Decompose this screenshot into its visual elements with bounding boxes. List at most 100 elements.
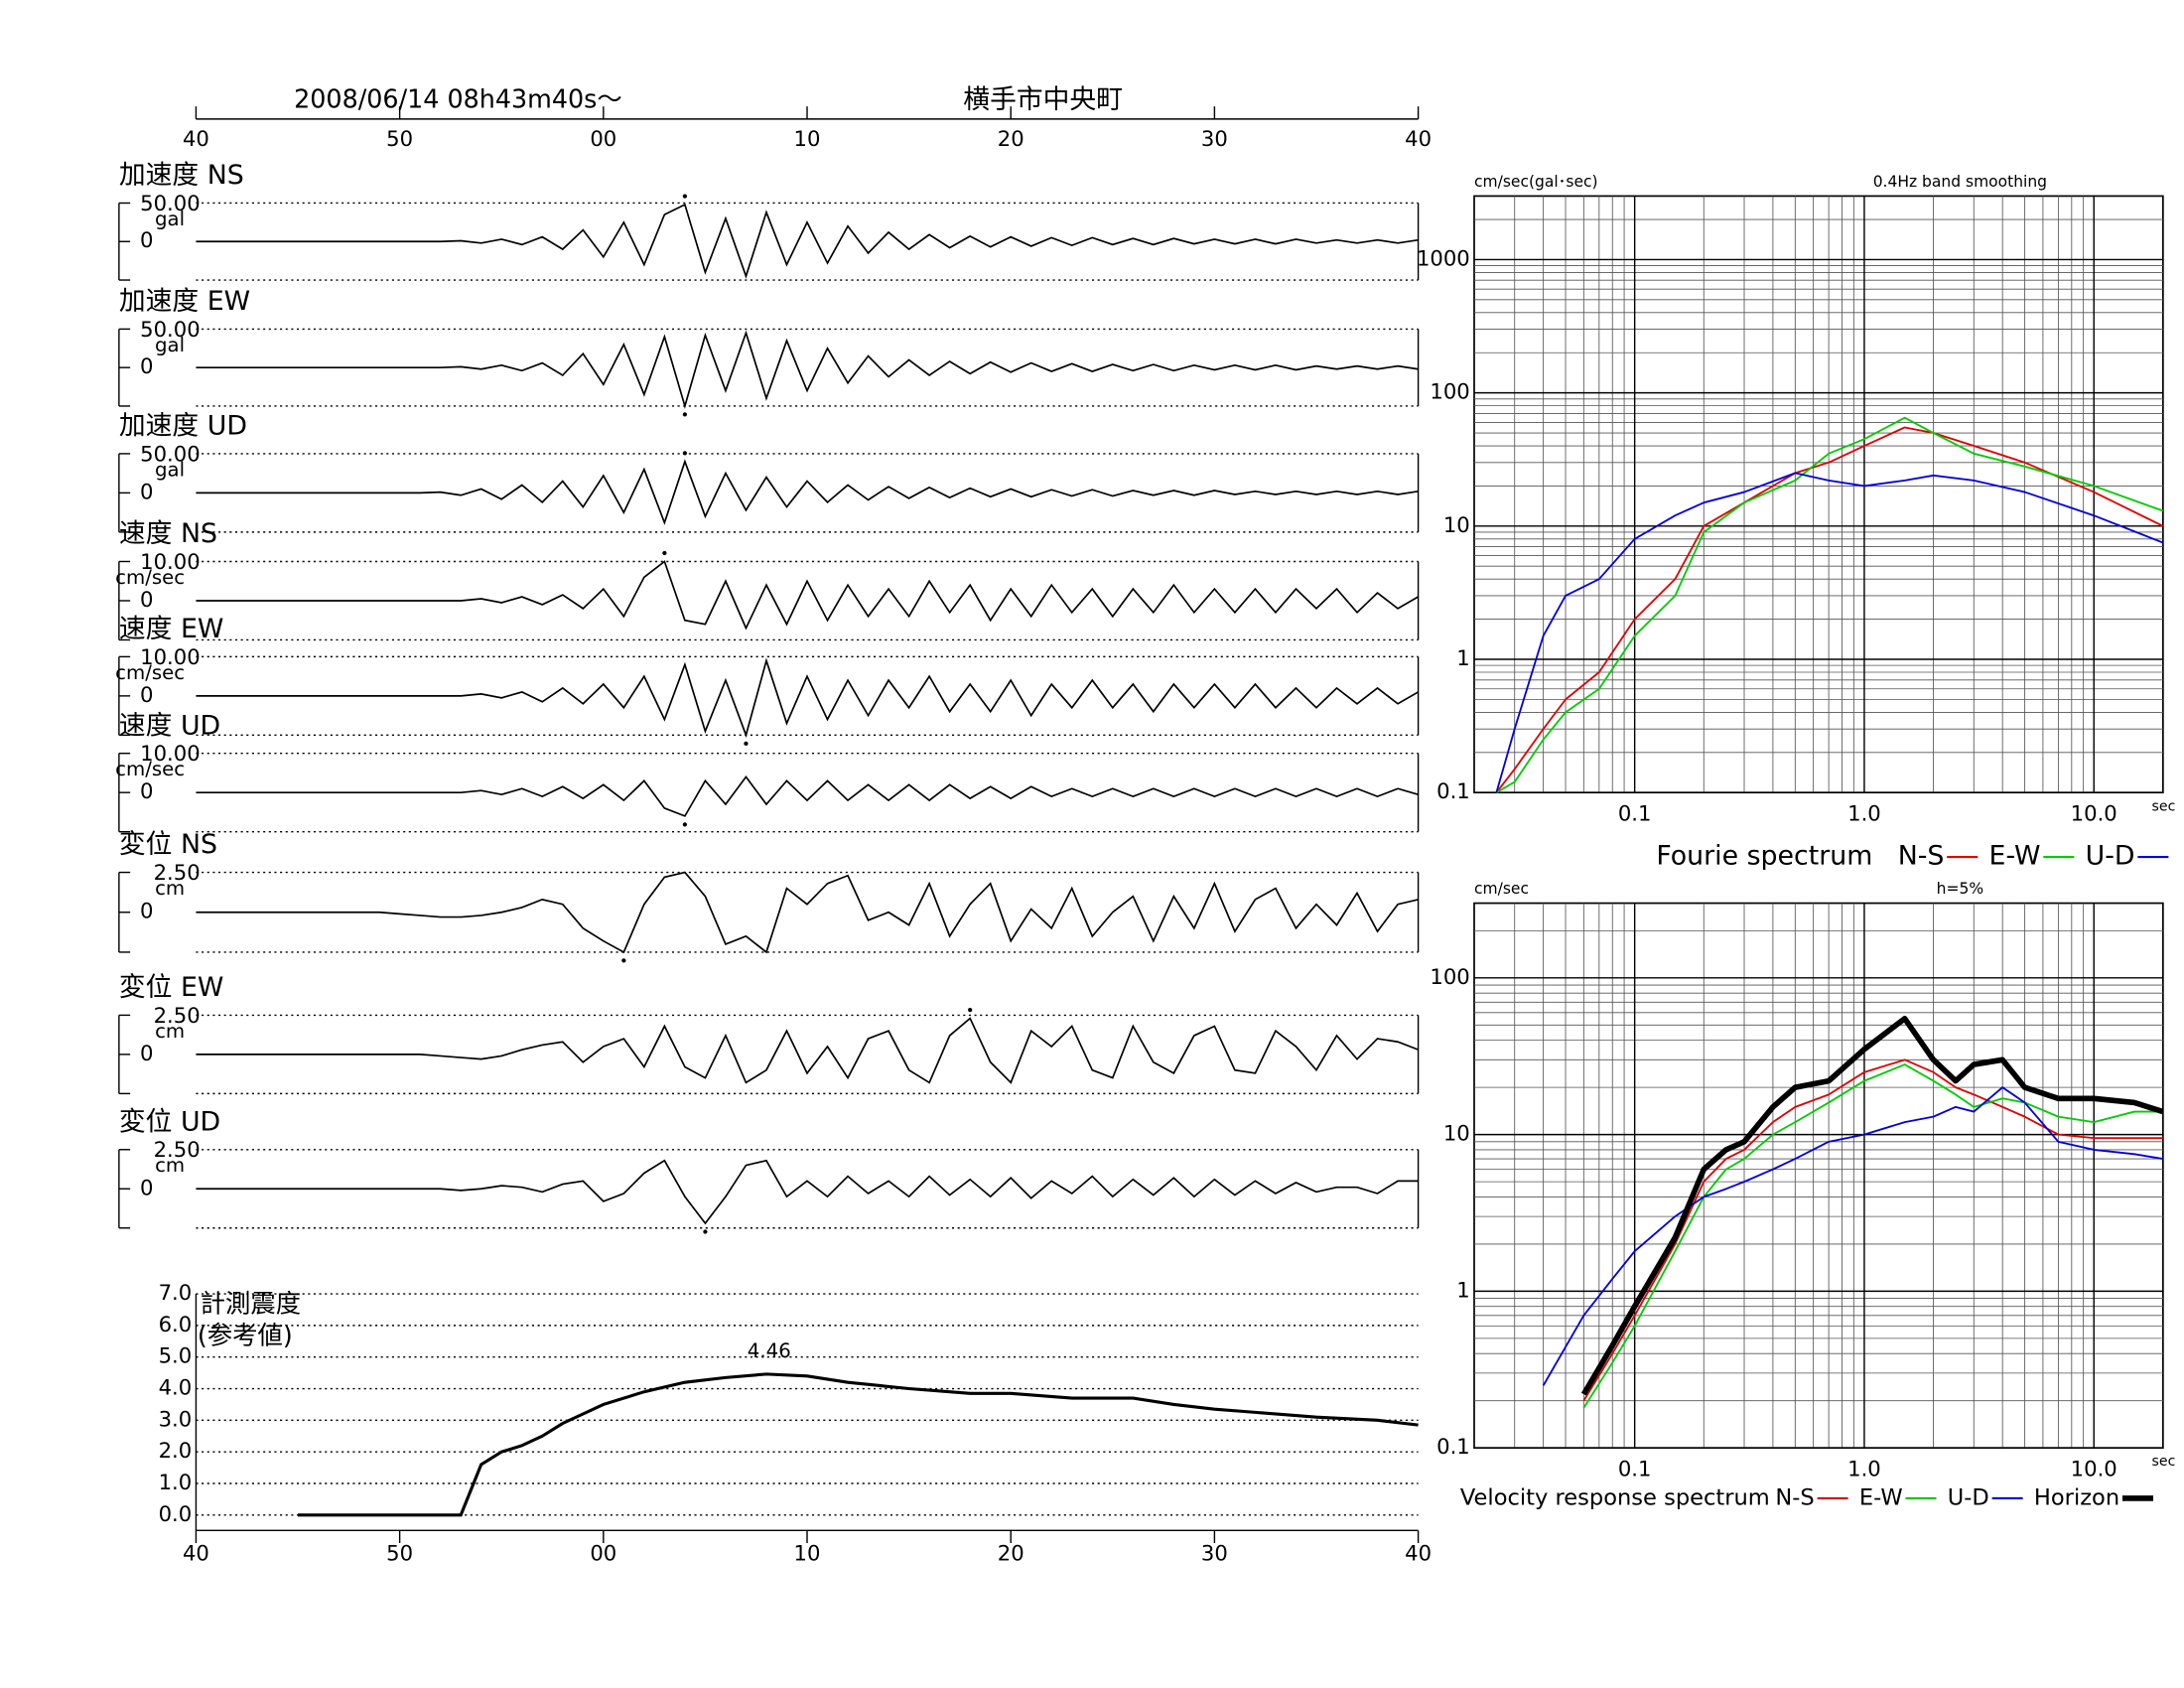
x-tick-label: 1.0 [1847,1457,1881,1481]
unit-label: cm/sec [115,758,185,780]
x-tick-label: 00 [590,1540,616,1565]
trace-label: 変位 NS [119,829,217,860]
legend-title: Velocity response spectrum [1460,1484,1770,1510]
y-tick-label: 10.00 [140,549,201,574]
y-tick-label: 0 [140,1175,153,1199]
y-tick-label: 2.50 [154,1003,201,1028]
y-tick-label: 10 [1443,512,1470,537]
y-tick-label: 0 [140,1041,153,1065]
y-unit-label: cm/sec(gal･sec) [1474,173,1598,191]
peak-dot [682,194,688,199]
title: 計測震度 [201,1288,302,1318]
note: 0.4Hz band smoothing [1873,173,2047,191]
trace-label: 速度 NS [119,518,217,549]
spectrum-line [1495,426,2164,793]
unit-label: cm/sec [115,661,185,684]
x-tick-label: 40 [1405,126,1432,151]
y-tick-label: 10 [1443,1121,1470,1146]
spectrum-line [1582,1063,2163,1409]
x-tick-label: 10.0 [2071,1457,2117,1481]
y-tick-label: 0 [140,353,153,378]
trace-label: 変位 UD [119,1106,220,1137]
x-tick-label: 20 [998,1540,1024,1565]
y-tick-label: 0.1 [1436,778,1470,803]
y-tick-label: 50.00 [140,317,201,342]
waveform [196,871,1419,954]
trace-label: 速度 UD [119,710,220,741]
y-tick-label: 10.00 [140,644,201,669]
x-tick-label: 40 [1405,1540,1432,1565]
y-tick-label: 50.00 [140,441,201,466]
x-tick-label: 00 [590,126,616,151]
legend-label: E-W [1989,841,2041,872]
x-tick-label: 0.1 [1618,1457,1652,1481]
legend-title: Fourie spectrum [1656,841,1872,872]
x-tick-label: 0.1 [1618,801,1652,826]
x-tick-label: 50 [386,1540,413,1565]
legend-label: N-S [1775,1484,1814,1510]
legend-label: U-D [2086,841,2135,872]
y-tick-label: 2.50 [154,860,201,885]
unit-label: cm [155,877,185,900]
y-tick-label: 10.00 [140,741,201,766]
x-tick-label: 10.0 [2071,801,2117,826]
unit-label: cm/sec [115,566,185,589]
x-tick-label: 30 [1201,1540,1228,1565]
unit-label: gal [155,208,185,230]
peak-dot [682,412,688,417]
peak-dot [682,822,688,827]
trace-label: 加速度 UD [119,411,247,442]
unit-label: gal [155,458,185,481]
waveform [196,1159,1419,1225]
waveform [196,203,1419,279]
x-tick-label: 10 [794,126,821,151]
x-tick-label: 20 [998,126,1024,151]
spectrum-line [1495,416,2164,793]
y-tick-label: 2.50 [154,1137,201,1162]
waveform [196,560,1420,631]
y-tick-label: 0.0 [159,1501,193,1526]
spectrum-line [1542,1086,2163,1386]
x-tick-label: 10 [794,1540,821,1565]
y-tick-label: 1.0 [159,1470,193,1494]
x-tick-label: 1.0 [1847,801,1881,826]
legend-label: Horizon [2034,1484,2119,1510]
y-tick-label: 0.1 [1436,1434,1470,1459]
unit-label: gal [155,334,185,356]
x-tick-label: 40 [183,1540,209,1565]
waveform [196,330,1419,409]
y-tick-label: 5.0 [159,1343,193,1368]
peak-dot [662,550,667,556]
y-tick-label: 0 [140,479,153,503]
y-tick-label: 7.0 [159,1280,193,1305]
y-tick-label: 0 [140,682,153,707]
spectrum-line [1495,472,2164,793]
y-tick-label: 0 [140,899,153,923]
y-unit-label: cm/sec [1474,880,1529,898]
y-tick-label: 1 [1456,1277,1469,1302]
legend-label: N-S [1898,841,1945,872]
waveform [196,657,1420,739]
subtitle: (参考値) [198,1321,293,1350]
y-tick-label: 100 [1430,379,1469,404]
y-tick-label: 4.0 [159,1375,193,1400]
y-tick-label: 3.0 [159,1406,193,1431]
peak-dot [744,741,749,746]
x-tick-label: 50 [386,126,413,151]
spectrum-plot [1473,195,2164,794]
y-tick-label: 0 [140,587,153,612]
waveform [196,1017,1419,1084]
intensity-line [298,1372,1419,1517]
y-tick-label: 2.0 [159,1438,193,1463]
peak-dot [968,1007,973,1013]
y-tick-label: 50.00 [140,191,201,215]
title: 2008/06/14 08h43m40s～ [294,84,622,114]
waveform [196,459,1419,525]
y-tick-label: 100 [1430,964,1469,989]
legend-label: E-W [1859,1484,1903,1510]
trace-label: 速度 EW [119,614,223,644]
x-unit-label: sec [2152,798,2176,814]
peak-dot [682,451,688,456]
station: 横手市中央町 [963,84,1123,115]
